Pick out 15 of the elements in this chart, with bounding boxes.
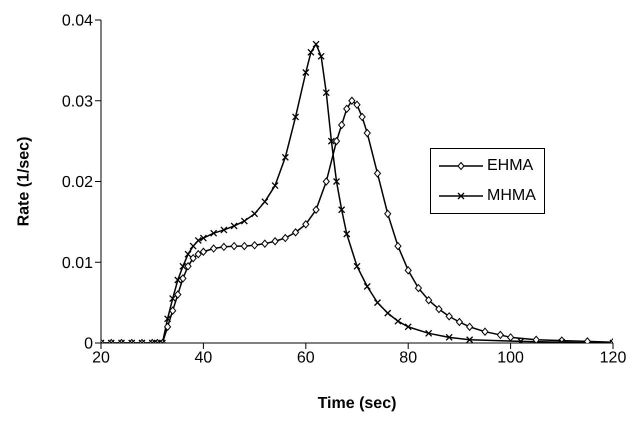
x-tick-label: 100 (497, 349, 524, 366)
x-tick-label: 60 (296, 349, 315, 366)
y-tick-label: 0.04 (62, 12, 94, 30)
y-tick-label: 0.03 (62, 93, 94, 110)
x-tick-label: 80 (399, 349, 418, 366)
x-tick-label: 120 (600, 349, 626, 366)
x-tick-label: 40 (194, 349, 212, 366)
x-tick-label: 20 (92, 349, 110, 366)
y-axis-title: Rate (1/sec) (16, 136, 33, 226)
y-tick-label: 0 (84, 336, 94, 353)
legend-label: EHMA (487, 157, 534, 175)
legend-label: MHMA (487, 187, 536, 205)
x-axis-title: Time (sec) (318, 395, 396, 412)
y-tick-label: 0.02 (62, 174, 94, 192)
y-tick-label: 0.01 (62, 254, 94, 272)
